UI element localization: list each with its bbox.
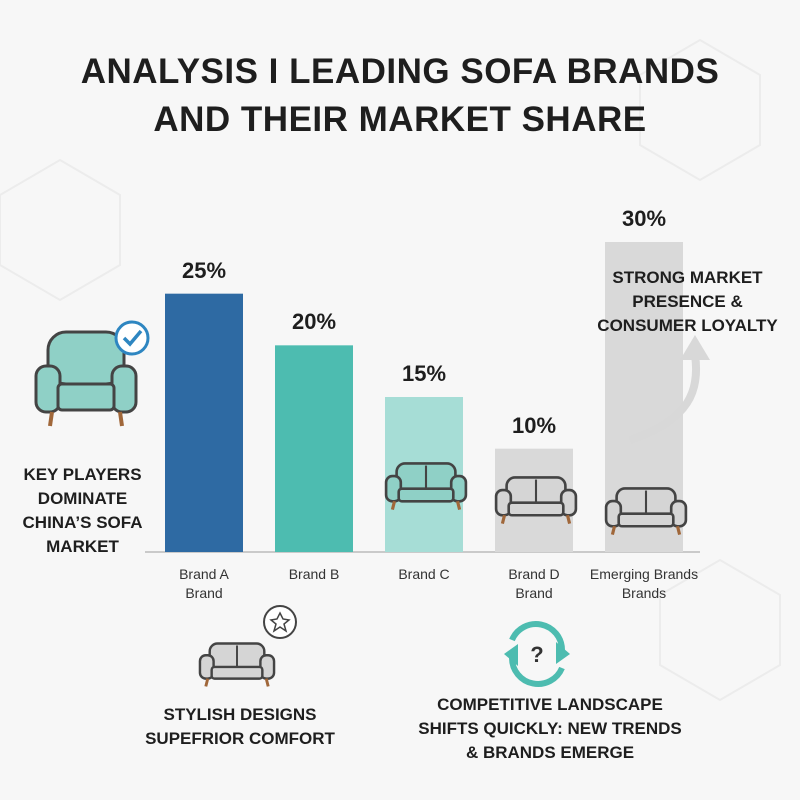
x-tick-label: Brand B [288,566,340,582]
x-tick-label: Emerging Brands Brands [589,566,699,601]
x-tick-label: Brand C [398,566,450,582]
value-label: 15% [401,361,447,386]
cycle-icon: ? [504,621,570,687]
bar [165,293,243,552]
background-hexagons [0,38,781,702]
annotation: STYLISH DESIGNS SUPEFRIOR COMFORT [145,705,335,748]
armchair-icon [34,320,150,427]
svg-text:?: ? [530,642,543,667]
trend-arrowhead [680,335,710,360]
x-tick-label: Brand D Brand [508,566,560,601]
bar [275,345,353,552]
annotation: COMPETITIVE LANDSCAPE SHIFTS QUICKLY: NE… [418,695,682,762]
stylish-sofa-icon [198,605,297,688]
value-label: 25% [181,257,227,283]
annotation: STRONG MARKET PRESENCE & CONSUMER LOYALT… [597,268,778,335]
title: ANALYSIS I LEADING SOFA BRANDS AND THEIR… [80,52,720,139]
value-label: 10% [511,412,557,438]
x-tick-label: Brand A Brand [179,566,229,601]
value-label: 20% [291,309,337,335]
annotation: KEY PLAYERS DOMINATE CHINA’S SOFA MARKET [22,465,143,556]
value-label: 30% [621,206,667,231]
trend-arrow [628,354,701,444]
